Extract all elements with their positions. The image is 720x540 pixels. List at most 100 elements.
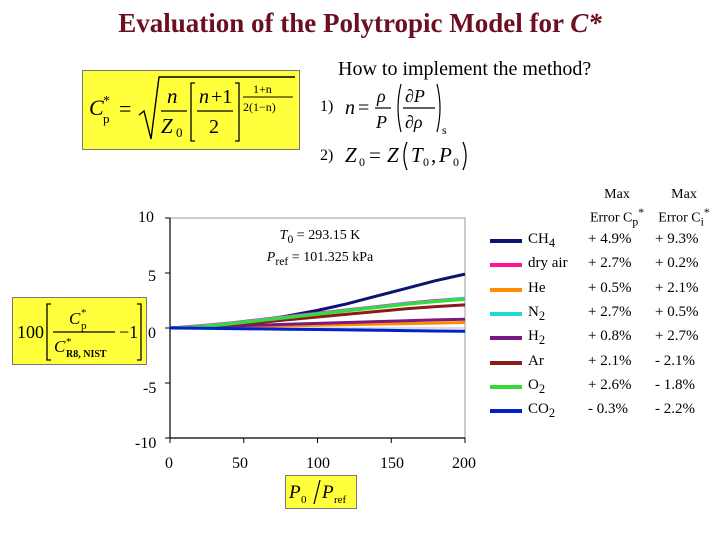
legend-max-error-cp: + 0.5% — [588, 279, 632, 296]
legend-max-error-cp: + 4.9% — [588, 231, 632, 247]
legend-series-name-sub: 2 — [538, 333, 546, 348]
svg-text:−1: −1 — [119, 322, 138, 342]
legend-header-cp-line2: Error C — [589, 210, 633, 226]
y-tick-label: 0 — [148, 325, 156, 342]
legend-max-error-cp: + 2.7% — [588, 255, 632, 272]
legend-series-name-sub: 4 — [548, 236, 556, 250]
x-tick-label: 150 — [380, 455, 404, 472]
step2-label: 2) — [320, 147, 334, 164]
svg-text:=: = — [369, 143, 381, 167]
legend-header-cp: Max Error Cp* — [578, 186, 656, 231]
series-line-7 — [169, 326, 466, 333]
annot-t-symbol: T — [279, 228, 288, 243]
legend-series-name: CO2 — [528, 401, 555, 421]
legend-max-error-cp: + 2.1% — [588, 352, 632, 369]
svg-text:P: P — [321, 482, 334, 503]
y-tick-label: -10 — [135, 435, 157, 452]
legend-series-name: N2 — [528, 304, 545, 324]
svg-text:C: C — [89, 95, 104, 120]
legend-series-name-sub: 2 — [538, 381, 546, 396]
legend-header-ci-sup: * — [703, 206, 710, 219]
svg-text:0: 0 — [176, 125, 183, 140]
legend-max-error-cp: - 0.3% — [588, 401, 628, 418]
n-formula-graphic: n = ρ P ∂P ∂ρ s — [345, 83, 447, 137]
x-tick-label: 200 — [452, 455, 476, 472]
legend-item: Ar + 2.1% - 2.1% — [490, 351, 720, 373]
legend-header-ci-sub: i — [700, 215, 704, 229]
legend-header-ci: Max Error Ci* — [648, 186, 720, 231]
annot-t-sub: 0 — [287, 232, 294, 246]
x-axis-label-graphic: P 0 P ref — [288, 479, 347, 506]
x-tick-label: 50 — [232, 455, 248, 472]
svg-text:P: P — [375, 112, 387, 132]
legend-swatch — [490, 360, 522, 365]
svg-text:100: 100 — [17, 322, 44, 342]
legend-header-ci-line1: Max — [671, 187, 697, 202]
legend-series-name: dry air — [528, 255, 568, 272]
legend-series-name-sub: 2 — [538, 308, 546, 323]
conditions-annotation: T0 = 293.15 K Pref = 101.325 kPa — [246, 227, 394, 271]
legend-header-cp-line1: Max — [604, 187, 630, 202]
legend-max-error-ci: + 2.7% — [655, 328, 699, 345]
svg-text:C: C — [54, 337, 66, 356]
cp-formula-graphic: C * p = n Z 0 n +1 2 1+n 2(1−n) — [89, 76, 295, 142]
legend-swatch — [490, 287, 522, 292]
svg-text:=: = — [358, 97, 369, 119]
legend-item: H2 + 0.8% + 2.7% — [490, 326, 720, 348]
svg-text:0: 0 — [359, 155, 365, 169]
x-axis-label-box: P 0 P ref — [285, 475, 357, 509]
svg-text:=: = — [119, 96, 131, 121]
svg-text:ref: ref — [334, 494, 347, 506]
slide-title: Evaluation of the Polytropic Model for C… — [0, 8, 720, 39]
legend-series-name-text: O — [528, 376, 539, 393]
legend-series-name-text: H — [528, 328, 539, 345]
legend-series-name: O2 — [528, 377, 545, 397]
svg-text:,: , — [431, 143, 436, 167]
slide-title-symbol: C* — [570, 8, 602, 38]
legend-swatch — [490, 263, 522, 268]
svg-text:0: 0 — [423, 155, 429, 169]
legend-series-name: H2 — [528, 328, 545, 348]
slide-title-text: Evaluation of the Polytropic Model for — [118, 8, 571, 38]
legend-swatch — [490, 239, 522, 243]
legend-max-error-cp: + 2.7% — [588, 303, 632, 320]
legend-series-name: He — [528, 280, 546, 297]
legend-series-name-text: He — [528, 279, 546, 296]
cp-formula-box: C * p = n Z 0 n +1 2 1+n 2(1−n) — [82, 70, 300, 150]
svg-text:0: 0 — [301, 494, 307, 506]
legend-series-name: CH4 — [528, 231, 555, 251]
svg-text:n: n — [345, 97, 355, 119]
legend-series-name-text: CH — [528, 231, 549, 247]
legend-max-error-ci: - 2.1% — [655, 352, 695, 369]
svg-text:ρ: ρ — [376, 86, 386, 106]
svg-text:2(1−n): 2(1−n) — [243, 100, 276, 114]
legend-item: N2 + 2.7% + 0.5% — [490, 302, 720, 324]
svg-text:1+n: 1+n — [253, 82, 272, 96]
svg-text:*: * — [66, 336, 72, 348]
legend-max-error-ci: - 1.8% — [655, 376, 695, 393]
legend-item: He + 0.5% + 2.1% — [490, 278, 720, 300]
annot-t-value: = 293.15 K — [293, 228, 361, 243]
svg-text:T: T — [411, 143, 424, 167]
svg-text:Z: Z — [345, 143, 357, 167]
y-tick-label: 5 — [148, 268, 156, 285]
legend-max-error-ci: + 0.2% — [655, 255, 699, 272]
svg-text:R8, NIST: R8, NIST — [66, 349, 107, 360]
legend-swatch — [490, 384, 522, 389]
y-tick-label: -5 — [143, 380, 157, 397]
svg-text:Z: Z — [387, 143, 399, 167]
svg-text:s: s — [442, 123, 447, 137]
annot-p-symbol: P — [266, 249, 276, 265]
svg-text:C: C — [69, 309, 81, 328]
legend-max-error-ci: + 0.5% — [655, 303, 699, 320]
legend-series-name-text: N — [528, 303, 539, 320]
legend-item: CO2 - 0.3% - 2.2% — [490, 399, 720, 421]
svg-text:2: 2 — [209, 116, 219, 138]
legend-series-name-text: CO — [528, 401, 549, 418]
legend-max-error-ci: + 9.3% — [655, 231, 699, 247]
svg-text:0: 0 — [453, 155, 459, 169]
legend-header-cp-sup: * — [638, 206, 645, 219]
annot-p-value: = 101.325 kPa — [288, 249, 374, 265]
svg-text:n: n — [167, 84, 178, 108]
